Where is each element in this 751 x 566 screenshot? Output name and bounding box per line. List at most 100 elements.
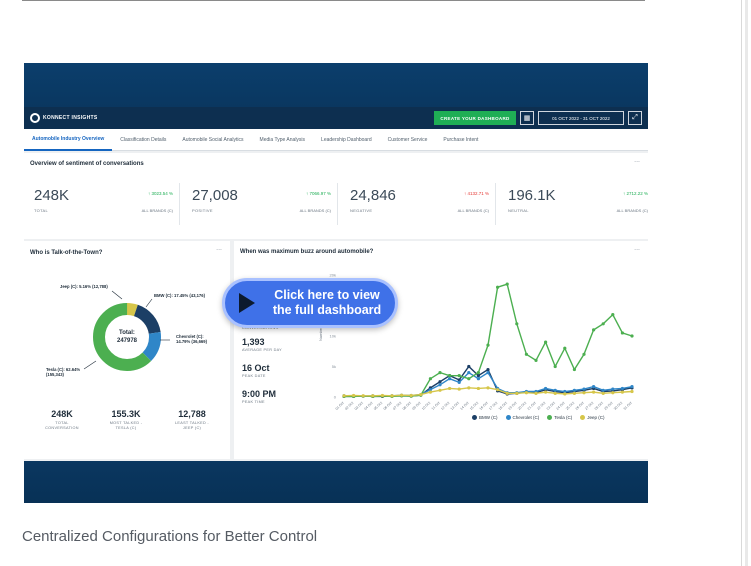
data-point-chevrolet[interactable] (544, 386, 548, 391)
data-point-jeep[interactable] (400, 393, 404, 397)
legend-item-chevrolet[interactable]: Chevrolet (C) (505, 415, 539, 421)
grid-icon[interactable]: ▦ (520, 111, 534, 125)
data-point-tesla[interactable] (438, 371, 442, 375)
data-point-bmw[interactable] (486, 367, 490, 372)
donut-slice-chevrolet[interactable] (93, 303, 161, 371)
data-point-jeep[interactable] (486, 386, 490, 390)
data-point-tesla[interactable] (515, 322, 519, 326)
data-point-chevrolet[interactable] (448, 377, 452, 381)
tab-automobile-industry-overview[interactable]: Automobile Industry Overview (24, 129, 113, 151)
data-point-jeep[interactable] (467, 386, 471, 390)
data-point-chevrolet[interactable] (457, 380, 461, 384)
data-point-tesla[interactable] (544, 340, 548, 344)
data-point-tesla[interactable] (534, 358, 538, 362)
date-range-button[interactable]: 01 OCT 2022 - 31 OCT 2022 (538, 111, 624, 125)
data-point-jeep[interactable] (515, 391, 519, 395)
data-point-jeep[interactable] (534, 391, 538, 395)
data-point-chevrolet[interactable] (438, 383, 442, 387)
data-point-tesla[interactable] (620, 331, 624, 335)
tab-customer-service[interactable]: Customer Service (387, 136, 428, 143)
data-point-jeep[interactable] (371, 394, 375, 398)
data-point-chevrolet[interactable] (592, 385, 596, 389)
data-point-jeep[interactable] (630, 389, 634, 394)
data-point-chevrolet[interactable] (476, 377, 480, 381)
x-tick-label: 24 Oct (555, 401, 565, 411)
donut-slice-tesla[interactable] (93, 303, 161, 371)
data-point-tesla[interactable] (448, 374, 452, 378)
tab-automobile-social-analytics[interactable]: Automobile Social Analytics (182, 136, 244, 143)
data-point-tesla[interactable] (630, 334, 634, 338)
view-dashboard-button[interactable]: Click here to view the full dashboard (222, 278, 398, 328)
scrollbar-track[interactable] (745, 0, 748, 566)
data-point-jeep[interactable] (457, 387, 461, 391)
talk-menu-icon[interactable]: ... (216, 245, 222, 252)
buzz-menu-icon[interactable]: ... (634, 245, 640, 252)
data-point-jeep[interactable] (611, 391, 615, 395)
data-point-jeep[interactable] (592, 390, 596, 394)
data-point-jeep[interactable] (553, 391, 557, 395)
create-dashboard-button[interactable]: CREATE YOUR DASHBOARD (434, 111, 516, 125)
data-point-jeep[interactable] (496, 388, 500, 392)
data-point-jeep[interactable] (601, 391, 605, 395)
data-point-jeep[interactable] (505, 391, 509, 395)
scrollbar[interactable] (741, 0, 751, 566)
data-point-jeep[interactable] (428, 390, 432, 394)
dashboard-video-thumbnail[interactable]: KONNECT INSIGHTS CREATE YOUR DASHBOARD ▦… (24, 63, 648, 503)
data-point-jeep[interactable] (620, 390, 624, 394)
data-point-bmw[interactable] (476, 374, 480, 378)
data-point-jeep[interactable] (563, 392, 567, 396)
data-point-jeep[interactable] (352, 393, 356, 398)
data-point-chevrolet[interactable] (467, 371, 471, 375)
data-point-tesla[interactable] (467, 377, 471, 381)
data-point-tesla[interactable] (572, 367, 576, 372)
data-point-jeep[interactable] (419, 392, 423, 397)
data-point-jeep[interactable] (476, 386, 480, 391)
data-point-jeep[interactable] (390, 394, 394, 398)
dashboard-tabs: Automobile Industry Overview Classificat… (24, 129, 648, 151)
data-point-jeep[interactable] (524, 391, 528, 395)
data-point-tesla[interactable] (601, 322, 605, 326)
data-point-bmw[interactable] (438, 380, 442, 384)
data-point-chevrolet[interactable] (486, 371, 490, 375)
data-point-tesla[interactable] (486, 343, 490, 347)
legend-item-tesla[interactable]: Tesla (C) (547, 415, 572, 421)
data-point-jeep[interactable] (544, 390, 548, 394)
data-point-jeep[interactable] (342, 394, 346, 398)
data-point-jeep[interactable] (448, 386, 452, 391)
data-point-jeep[interactable] (572, 391, 576, 395)
data-point-chevrolet[interactable] (611, 387, 615, 391)
data-point-jeep[interactable] (409, 393, 413, 398)
data-point-tesla[interactable] (582, 352, 586, 356)
data-point-chevrolet[interactable] (563, 389, 567, 394)
tab-classification-details[interactable]: Classification Details (120, 136, 167, 143)
sentiment-menu-icon[interactable]: ... (634, 157, 640, 164)
legend-item-jeep[interactable]: Jeep (C) (580, 415, 605, 421)
data-point-chevrolet[interactable] (630, 385, 634, 389)
data-point-chevrolet[interactable] (553, 388, 557, 392)
data-point-bmw[interactable] (467, 364, 471, 369)
data-point-tesla[interactable] (428, 377, 432, 381)
data-point-tesla[interactable] (476, 371, 480, 375)
data-point-chevrolet[interactable] (620, 386, 624, 391)
tab-purchase-intent[interactable]: Purchase Intent (443, 136, 479, 143)
expand-icon[interactable]: ⤢ (628, 111, 642, 125)
data-point-jeep[interactable] (582, 391, 586, 395)
data-point-tesla[interactable] (611, 313, 615, 317)
data-point-tesla[interactable] (505, 282, 509, 286)
data-point-jeep[interactable] (361, 394, 365, 398)
tab-leadership-dashboard[interactable]: Leadership Dashboard (321, 136, 372, 143)
data-point-chevrolet[interactable] (601, 388, 605, 392)
data-point-jeep[interactable] (380, 393, 384, 398)
data-point-jeep[interactable] (438, 388, 442, 392)
data-point-tesla[interactable] (592, 328, 596, 332)
data-point-chevrolet[interactable] (572, 388, 576, 392)
legend-item-bmw[interactable]: BMW (C) (472, 415, 498, 421)
tab-media-type-analysis[interactable]: Media Type Analysis (259, 136, 306, 143)
data-point-tesla[interactable] (496, 285, 500, 289)
data-point-tesla[interactable] (563, 346, 567, 350)
data-point-tesla[interactable] (524, 352, 528, 356)
data-point-tesla[interactable] (553, 364, 557, 369)
data-point-tesla[interactable] (457, 374, 461, 378)
data-point-chevrolet[interactable] (428, 388, 432, 392)
data-point-chevrolet[interactable] (582, 387, 586, 391)
